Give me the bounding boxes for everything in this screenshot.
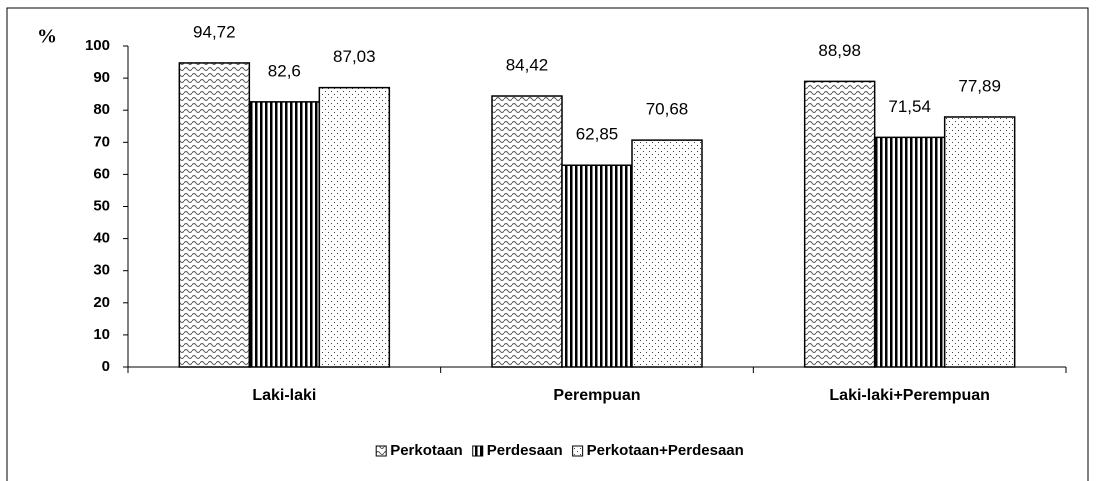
x-tick-label: Laki-laki <box>252 387 316 404</box>
value-label: 87,03 <box>333 47 376 66</box>
y-tick-label: 20 <box>93 294 110 311</box>
legend-swatch <box>572 445 584 457</box>
legend-label: Perdesaan <box>487 442 563 459</box>
bar <box>178 62 251 368</box>
value-label: 62,85 <box>576 125 619 144</box>
y-axis-label: % <box>37 26 57 48</box>
value-label: 82,6 <box>268 61 301 80</box>
y-tick-label: 80 <box>93 101 110 118</box>
value-label: 94,72 <box>193 22 236 41</box>
y-tick-label: 70 <box>93 133 110 150</box>
value-label: 71,54 <box>888 97 931 116</box>
legend-swatch <box>375 445 387 457</box>
y-tick-label: 10 <box>93 326 110 343</box>
legend-label: Perkotaan <box>390 442 463 459</box>
bar <box>873 136 946 368</box>
x-tick-label: Perempuan <box>553 387 640 404</box>
frame <box>6 7 1089 481</box>
value-label: 88,98 <box>818 41 861 60</box>
y-tick-label: 40 <box>93 230 110 247</box>
bar <box>803 80 876 368</box>
bar <box>248 101 321 368</box>
bar <box>318 86 391 368</box>
x-tick-label: Laki-laki+Perempuan <box>829 387 990 404</box>
value-label: 77,89 <box>958 76 1001 95</box>
bar <box>943 116 1016 368</box>
y-tick-label: 100 <box>85 37 110 54</box>
value-label: 70,68 <box>646 100 689 119</box>
legend-swatch <box>472 445 484 457</box>
bar <box>491 95 563 368</box>
y-tick-label: 50 <box>93 197 110 214</box>
bar <box>631 139 703 368</box>
y-tick-label: 60 <box>93 165 110 182</box>
y-tick-label: 0 <box>102 358 110 375</box>
legend-label: Perkotaan+Perdesaan <box>587 442 744 459</box>
value-label: 84,42 <box>506 55 549 74</box>
y-tick-label: 90 <box>93 69 110 86</box>
y-tick-label: 30 <box>93 262 110 279</box>
bar <box>561 164 633 368</box>
